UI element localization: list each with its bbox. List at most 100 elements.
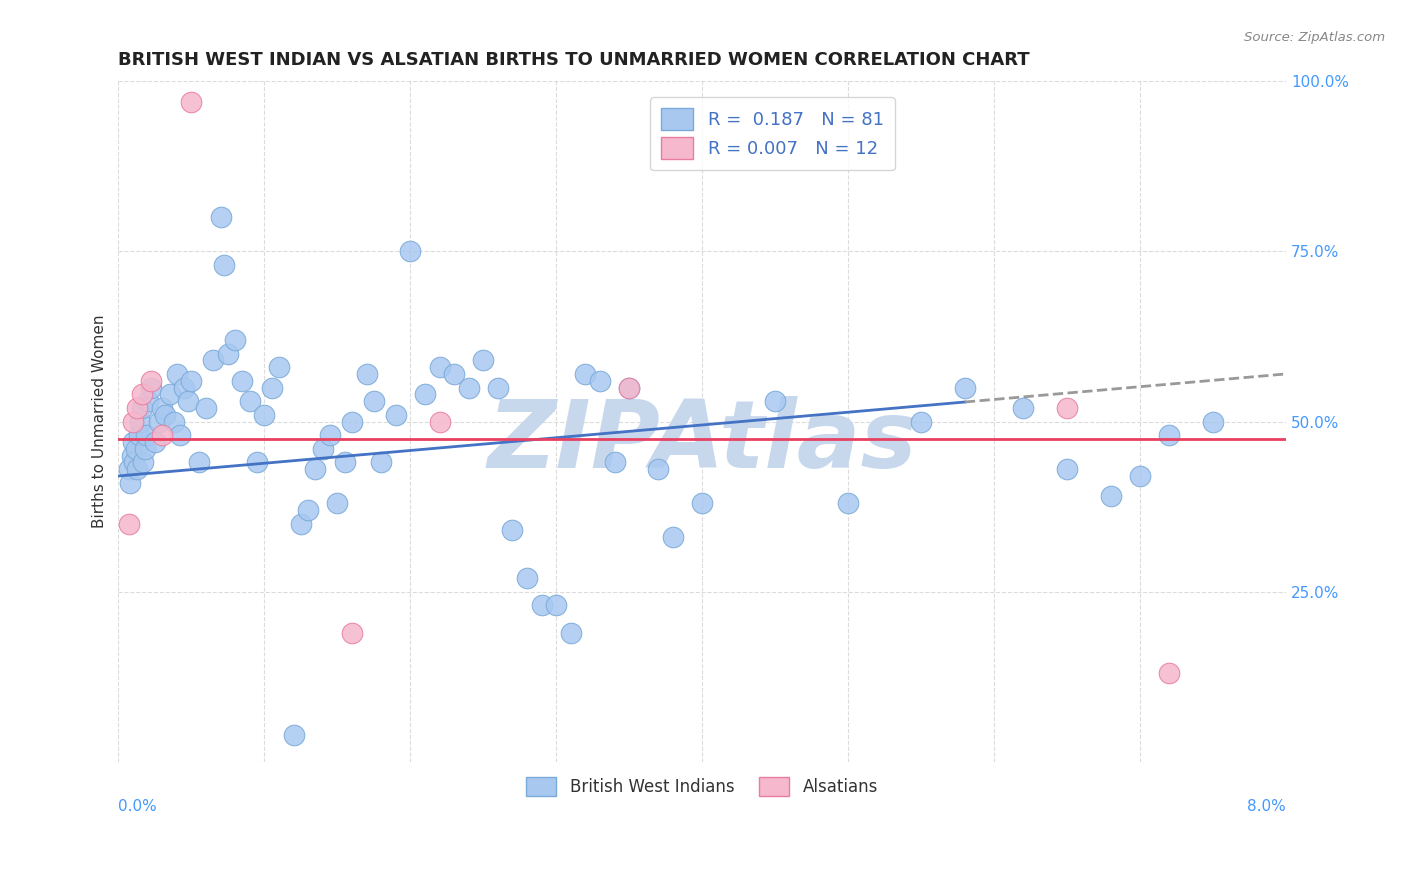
Point [187,455,209,469]
Point [662,530,685,544]
Point [180,374,202,388]
Point [1056,401,1078,415]
Point [304,462,326,476]
Point [212,258,235,272]
Point [297,503,319,517]
Text: 0.0%: 0.0% [118,799,157,814]
Point [127,401,149,415]
Point [486,380,509,394]
Point [384,408,406,422]
Point [120,475,142,490]
Point [267,360,290,375]
Point [148,415,170,429]
Point [136,394,159,409]
Point [1159,666,1181,681]
Point [180,95,202,109]
Point [1056,462,1078,476]
Point [356,367,378,381]
Point [312,442,335,456]
Point [546,599,568,613]
Text: BRITISH WEST INDIAN VS ALSATIAN BIRTHS TO UNMARRIED WOMEN CORRELATION CHART: BRITISH WEST INDIAN VS ALSATIAN BIRTHS T… [118,51,1031,69]
Point [910,415,932,429]
Point [260,380,283,394]
Point [363,394,385,409]
Point [1159,428,1181,442]
Point [118,516,141,531]
Point [153,408,176,422]
Point [122,415,145,429]
Point [135,428,157,442]
Point [246,455,269,469]
Point [253,408,276,422]
Point [139,380,162,394]
Text: ZIPAtlas: ZIPAtlas [488,396,917,488]
Point [217,346,239,360]
Point [429,360,451,375]
Point [139,374,162,388]
Y-axis label: Births to Unmarried Women: Births to Unmarried Women [93,315,107,528]
Point [413,387,436,401]
Point [837,496,859,510]
Point [150,401,173,415]
Point [209,211,232,225]
Point [127,462,149,476]
Point [690,496,713,510]
Point [128,428,150,442]
Point [763,394,786,409]
Point [121,449,143,463]
Point [173,380,195,394]
Point [340,625,363,640]
Text: 8.0%: 8.0% [1247,799,1286,814]
Point [603,455,626,469]
Point [953,380,976,394]
Point [202,353,225,368]
Point [169,428,191,442]
Point [333,455,356,469]
Legend: British West Indians, Alsatians: British West Indians, Alsatians [517,769,886,805]
Point [150,428,173,442]
Point [283,728,305,742]
Point [647,462,669,476]
Point [129,415,152,429]
Point [619,380,641,394]
Text: Source: ZipAtlas.com: Source: ZipAtlas.com [1244,31,1385,45]
Point [1129,469,1152,483]
Point [124,455,146,469]
Point [290,516,312,531]
Point [231,374,253,388]
Point [472,353,495,368]
Point [1202,415,1225,429]
Point [501,524,523,538]
Point [326,496,349,510]
Point [457,380,479,394]
Point [560,625,582,640]
Point [143,434,166,449]
Point [159,387,181,401]
Point [399,244,422,259]
Point [429,415,451,429]
Point [589,374,612,388]
Point [134,442,156,456]
Point [340,415,363,429]
Point [166,367,188,381]
Point [516,571,538,585]
Point [177,394,200,409]
Point [131,387,153,401]
Point [530,599,553,613]
Point [224,333,246,347]
Point [131,401,153,415]
Point [1012,401,1035,415]
Point [319,428,342,442]
Point [239,394,262,409]
Point [118,462,141,476]
Point [163,415,186,429]
Point [619,380,641,394]
Point [195,401,218,415]
Point [122,434,145,449]
Point [125,442,148,456]
Point [370,455,392,469]
Point [1099,490,1122,504]
Point [132,455,155,469]
Point [574,367,596,381]
Point [443,367,465,381]
